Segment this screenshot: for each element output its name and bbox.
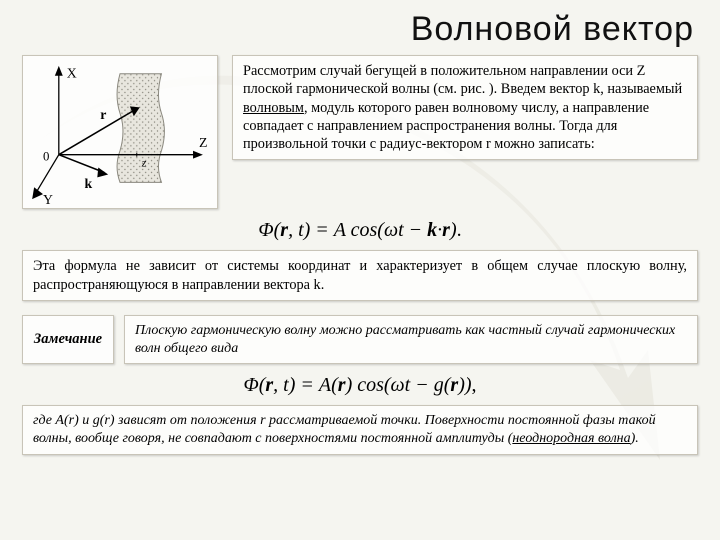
paragraph-intro: Рассмотрим случай бегущей в положительно… bbox=[232, 55, 698, 160]
formula-general-wave: Φ(r, t) = A(r) cos(ωt − g(r)), bbox=[22, 374, 698, 397]
vector-r-label: r bbox=[100, 107, 106, 122]
axis-y-label: Y bbox=[43, 192, 53, 207]
page-title: Волновой вектор bbox=[22, 10, 698, 49]
vector-k-label: k bbox=[84, 176, 92, 191]
formula-plane-wave: Φ(r, t) = A cos(ωt − k·r). bbox=[22, 219, 698, 242]
axis-x-label: X bbox=[67, 66, 77, 81]
note-body: Плоскую гармоническую волну можно рассма… bbox=[124, 315, 698, 364]
paragraph-explanation: Эта формула не зависит от системы коорди… bbox=[22, 250, 698, 301]
paragraph-final: где A(r) и g(r) зависят от положения r р… bbox=[22, 405, 698, 455]
small-z-label: z bbox=[141, 156, 147, 170]
axis-z-label: Z bbox=[199, 135, 207, 150]
note-label: Замечание bbox=[22, 315, 114, 364]
origin-label: 0 bbox=[43, 150, 49, 164]
coordinate-diagram: X Z Y 0 r k z bbox=[22, 55, 218, 209]
